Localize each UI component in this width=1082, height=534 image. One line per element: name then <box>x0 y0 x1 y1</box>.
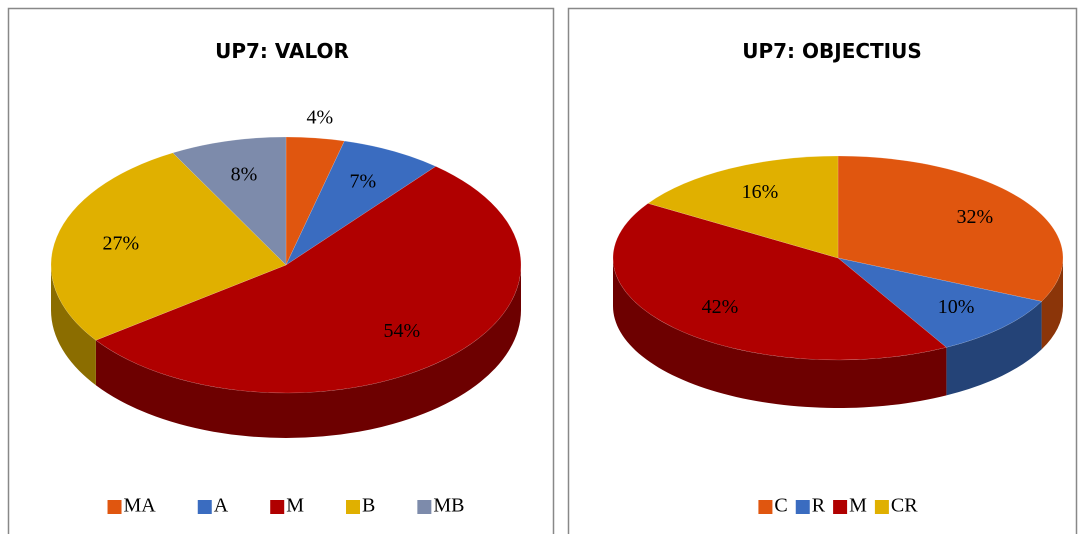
pie-slice-side <box>95 265 521 438</box>
data-label: 7% <box>349 170 376 192</box>
pie-slice <box>50 152 287 341</box>
panel-border <box>7 7 555 534</box>
data-label: 10% <box>938 296 975 318</box>
legend-swatch <box>795 500 810 514</box>
panel-border <box>567 7 1078 534</box>
pie-slice-side <box>613 258 947 408</box>
legend-label: B <box>362 495 375 517</box>
pie-slice-side <box>51 265 96 386</box>
legend-label: M <box>286 495 304 517</box>
legend-label: A <box>214 495 229 517</box>
pie-slice-side <box>1041 258 1063 350</box>
pie-slice-side <box>946 301 1042 396</box>
data-label: 4% <box>307 107 334 129</box>
legend-swatch <box>417 500 432 514</box>
legend-label: C <box>774 495 787 517</box>
data-label: 54% <box>383 320 420 342</box>
data-label: 27% <box>103 232 140 254</box>
legend-label: M <box>849 495 867 517</box>
legend-swatch <box>833 500 848 514</box>
legend-swatch <box>874 500 889 514</box>
data-label: 16% <box>742 181 779 203</box>
legend-label: R <box>812 495 826 517</box>
data-label: 42% <box>702 296 739 318</box>
pie-slice <box>172 136 287 266</box>
legend-label: CR <box>891 495 918 517</box>
legend-swatch <box>107 500 122 514</box>
pie-slice <box>647 155 839 259</box>
chart-title: UP7: VALOR <box>215 39 349 63</box>
pie-slice <box>285 140 437 266</box>
legend-label: MB <box>433 495 464 517</box>
pie-slice <box>837 155 1064 302</box>
legend-swatch <box>758 500 773 514</box>
chart-title: UP7: OBJECTIUS <box>742 39 922 63</box>
data-label: 8% <box>231 163 258 185</box>
legend-swatch <box>270 500 285 514</box>
pie-slice <box>95 166 522 394</box>
pie-slice <box>285 136 345 266</box>
data-label: 32% <box>956 206 993 228</box>
legend-swatch <box>197 500 212 514</box>
pie-slice <box>612 203 947 361</box>
pie-slice <box>837 257 1043 348</box>
legend-swatch <box>346 500 361 514</box>
legend-label: MA <box>124 495 157 517</box>
